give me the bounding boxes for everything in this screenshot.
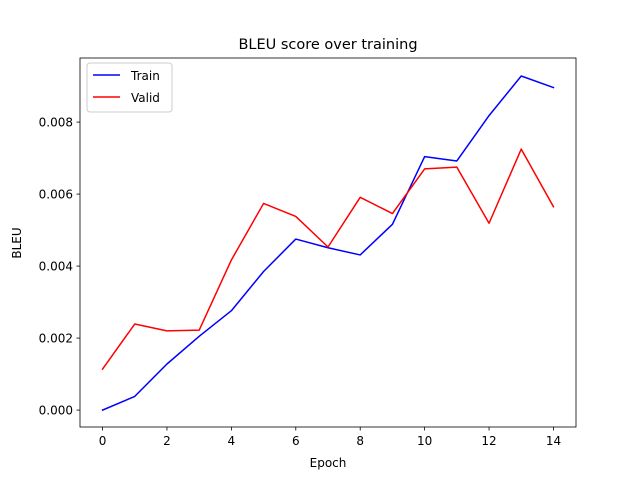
series-line-valid — [101, 148, 555, 371]
x-tick-label: 10 — [417, 434, 432, 448]
y-tick-label: 0.006 — [39, 187, 73, 201]
x-axis-label: Epoch — [310, 456, 347, 470]
plot-area — [101, 75, 555, 412]
y-tick-label: 0.000 — [39, 403, 73, 417]
x-tick-label: 4 — [228, 434, 236, 448]
chart-title: BLEU score over training — [238, 37, 417, 53]
x-tick-label: 14 — [546, 434, 561, 448]
y-tick-label: 0.002 — [39, 331, 73, 345]
axes-frame — [79, 57, 577, 428]
x-tick-label: 2 — [163, 434, 171, 448]
x-tick-label: 6 — [292, 434, 300, 448]
axes: 0 2 4 6 8 10 12 14 0.000 0.002 0.004 0.006 0.008 — [39, 57, 577, 448]
legend-label-train: Train — [130, 69, 160, 83]
x-tick-label: 8 — [356, 434, 364, 448]
y-tick-label: 0.008 — [39, 115, 73, 129]
x-tick-label: 12 — [481, 434, 496, 448]
x-tick-label: 0 — [99, 434, 107, 448]
legend-label-valid: Valid — [131, 91, 160, 105]
y-axis-label: BLEU — [10, 227, 24, 258]
y-tick-label: 0.004 — [39, 259, 73, 273]
legend: Train Valid — [86, 62, 173, 113]
